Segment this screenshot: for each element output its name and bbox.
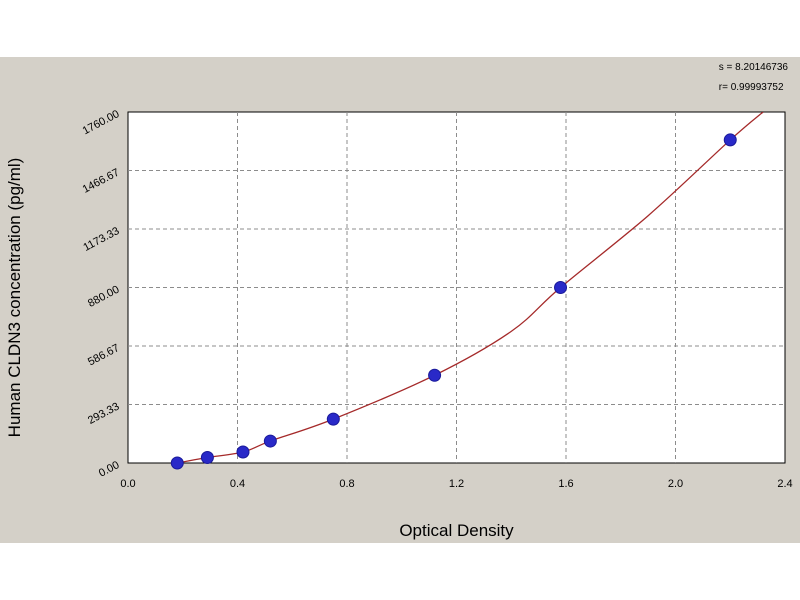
data-point bbox=[170, 456, 184, 470]
y-tick-label: 1173.33 bbox=[81, 225, 121, 254]
y-tick-label: 586.67 bbox=[86, 342, 121, 368]
y-axis-title: Human CLDN3 concentration (pg/ml) bbox=[5, 158, 24, 438]
s-statistic: s = 8.20146736 bbox=[718, 62, 788, 73]
data-point bbox=[428, 368, 442, 382]
grid-lines bbox=[128, 112, 785, 463]
y-tick-label: 880.00 bbox=[86, 284, 121, 310]
r-statistic: r= 0.99993752 bbox=[718, 82, 784, 93]
data-points bbox=[170, 133, 737, 470]
fit-statistics: s = 8.20146736 r= 0.99993752 bbox=[719, 58, 788, 98]
x-tick-label: 0.4 bbox=[230, 478, 245, 490]
x-tick-label: 0.8 bbox=[339, 478, 354, 490]
y-tick-label: 0.00 bbox=[97, 459, 122, 480]
x-tick-label: 2.4 bbox=[777, 478, 792, 490]
data-point bbox=[326, 412, 340, 426]
data-point bbox=[723, 133, 737, 147]
y-tick-label: 1760.00 bbox=[81, 108, 122, 137]
x-axis-title: Optical Density bbox=[399, 521, 514, 540]
x-tick-label: 0.0 bbox=[120, 478, 135, 490]
y-tick-label: 293.33 bbox=[86, 401, 121, 427]
data-point bbox=[236, 445, 250, 459]
data-point bbox=[200, 451, 214, 465]
data-point bbox=[554, 281, 568, 294]
x-tick-label: 2.0 bbox=[668, 478, 683, 490]
x-tick-label: 1.2 bbox=[449, 478, 464, 490]
data-point bbox=[263, 434, 277, 448]
x-tick-label: 1.6 bbox=[558, 478, 573, 490]
y-tick-label: 1466.67 bbox=[81, 167, 122, 196]
